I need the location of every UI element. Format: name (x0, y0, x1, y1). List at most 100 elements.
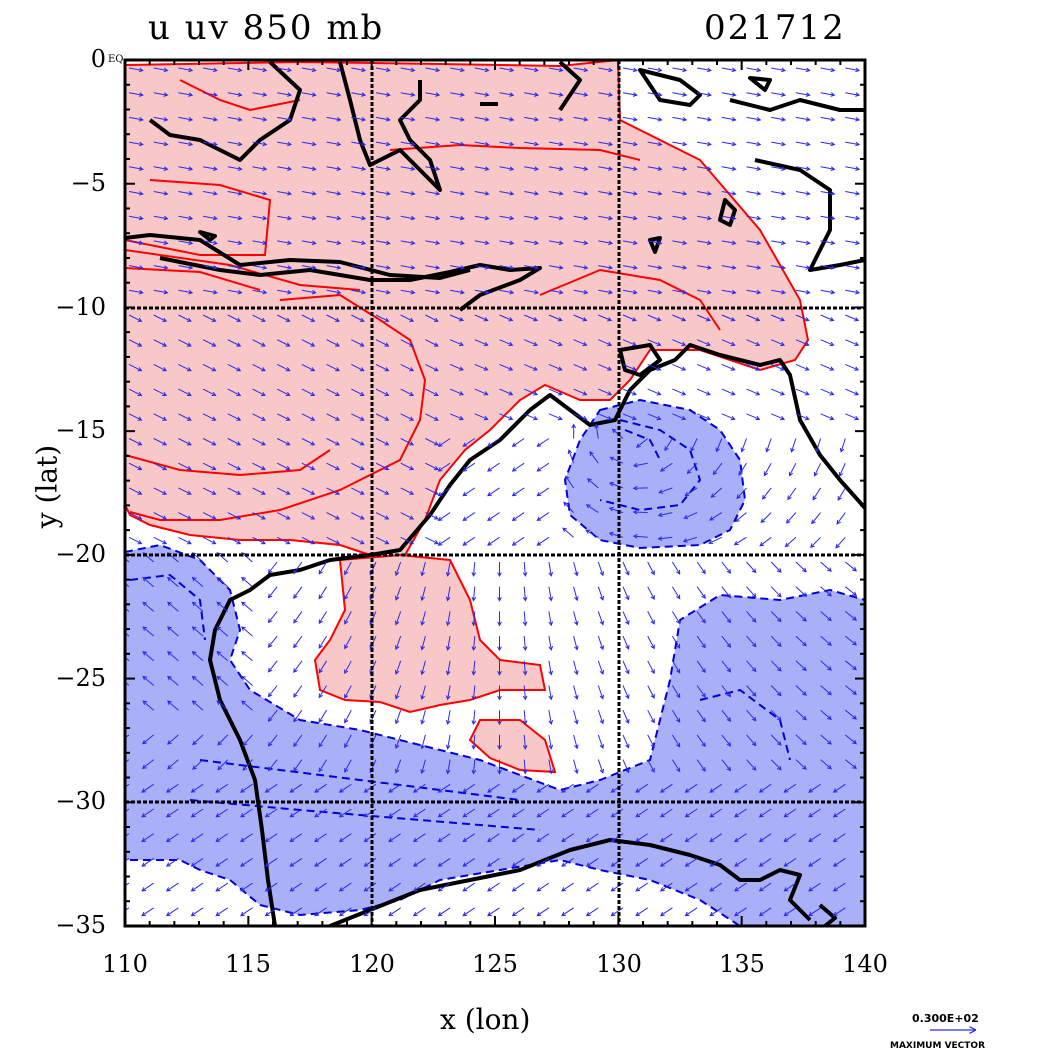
wind-vector (795, 413, 810, 421)
wind-vector (746, 339, 761, 347)
wind-vector (795, 240, 811, 246)
wind-vector (771, 116, 787, 122)
wind-vector (585, 907, 599, 917)
wind-vector (697, 92, 712, 97)
wind-vector (783, 882, 797, 892)
wind-vector (128, 116, 144, 122)
wind-vector (497, 611, 502, 627)
wind-vector (394, 685, 402, 700)
wind-vector (746, 116, 762, 122)
wind-vector (487, 438, 500, 447)
wind-vector (845, 289, 861, 295)
wind-vector (252, 462, 266, 471)
wind-vector (734, 857, 747, 867)
wind-vector (795, 314, 810, 322)
wind-vector (425, 116, 441, 122)
wind-vector (375, 487, 390, 495)
wind-vector (252, 363, 266, 372)
wind-vector (190, 833, 204, 843)
wind-vector (400, 67, 416, 73)
wind-vector (142, 675, 155, 686)
wind-vector (820, 413, 835, 421)
wind-vector (191, 675, 204, 686)
wind-vector (326, 487, 341, 495)
wind-vector (326, 240, 342, 246)
wind-vector (598, 363, 613, 371)
y-tick-minus20: −20 (55, 540, 106, 568)
wind-vector (647, 660, 655, 675)
wind-vector (153, 166, 169, 171)
wind-vector (474, 314, 489, 322)
wind-vector (696, 709, 706, 723)
wind-vector (682, 536, 698, 543)
wind-vector (301, 215, 317, 221)
wind-vector (276, 388, 291, 396)
wind-vector (445, 759, 451, 775)
wind-vector (598, 289, 614, 295)
wind-vector (125, 783, 130, 788)
wind-vector (647, 339, 662, 347)
wind-vector (845, 141, 861, 147)
wind-vector (375, 240, 391, 246)
wind-vector (820, 734, 832, 745)
wind-vector (622, 561, 630, 576)
wind-vector (474, 92, 490, 97)
wind-vector (845, 191, 861, 196)
wind-vector (697, 166, 712, 171)
wind-vector (536, 808, 550, 818)
wind-vector (344, 685, 352, 699)
wind-vector (425, 191, 441, 196)
wind-vector (351, 487, 365, 495)
wind-vector (672, 240, 688, 246)
wind-vector (659, 808, 673, 818)
wind-vector (709, 808, 723, 818)
x-tick-120: 120 (349, 950, 395, 978)
wind-vector (573, 265, 589, 270)
wind-vector (227, 240, 243, 246)
wind-vector (524, 166, 540, 171)
wind-vector (203, 116, 218, 122)
wind-vector (597, 611, 605, 626)
wind-vector (293, 660, 303, 674)
wind-vector (820, 611, 832, 622)
wind-vector (820, 586, 832, 597)
wind-vector (293, 685, 303, 698)
wind-vector (671, 685, 681, 699)
wind-vector (125, 656, 130, 662)
wind-vector (598, 67, 614, 73)
wind-vector (499, 388, 514, 396)
wind-vector (276, 413, 291, 421)
wind-vector (178, 363, 192, 372)
wind-vector (241, 626, 253, 637)
wind-vector (153, 536, 168, 545)
wind-vector (598, 314, 613, 322)
wind-vector (844, 660, 858, 671)
wind-vector (522, 611, 528, 627)
wind-vector (394, 660, 402, 675)
wind-vector (697, 215, 712, 221)
wind-vector (573, 116, 589, 122)
wind-vector (721, 388, 736, 396)
wind-vector (697, 191, 712, 196)
wind-vector (216, 626, 229, 637)
wind-vector (672, 215, 688, 221)
wind-vector (375, 141, 391, 147)
wind-vector (449, 339, 464, 347)
wind-vector (289, 882, 303, 892)
wind-vector (499, 413, 514, 421)
wind-vector (647, 141, 663, 147)
wind-vector (697, 240, 712, 246)
wind-vector (202, 314, 217, 322)
wind-vector (759, 536, 772, 547)
wind-vector (344, 709, 352, 724)
wind-vector (597, 586, 605, 601)
wind-vector (141, 833, 154, 843)
wind-vector (608, 506, 624, 514)
wind-vector (128, 487, 143, 495)
wind-vector (734, 512, 747, 523)
wind-vector (375, 166, 391, 171)
wind-vector (400, 215, 416, 221)
wind-vector (215, 882, 229, 892)
wind-vector (252, 388, 266, 396)
wind-vector (153, 339, 168, 347)
